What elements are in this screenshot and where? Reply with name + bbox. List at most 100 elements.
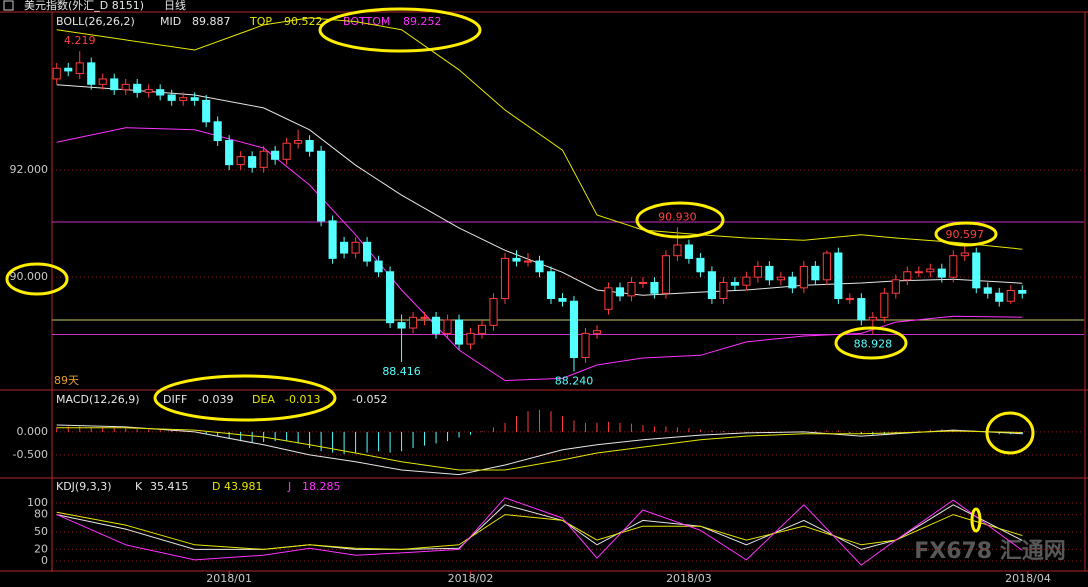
candle-body	[236, 156, 245, 166]
candle-body	[179, 97, 188, 101]
candle-body	[110, 78, 119, 91]
indicator-line	[56, 497, 1023, 566]
candle-body	[420, 316, 429, 319]
candle-body	[788, 276, 797, 289]
legend-value: 35.415	[150, 480, 189, 493]
indicator-line	[56, 427, 1023, 471]
candle-body	[294, 140, 303, 144]
candle-body	[305, 140, 314, 152]
indicator-line	[56, 424, 1023, 476]
extreme-label: 88.240	[555, 374, 594, 387]
candle-body	[914, 271, 923, 274]
candle-body	[995, 292, 1004, 302]
candle-body	[730, 281, 739, 286]
y-tick-label: 80	[34, 508, 48, 521]
candle-body	[328, 220, 337, 259]
legend-label: J	[287, 480, 291, 493]
candle-body	[834, 252, 843, 300]
indicator-line	[56, 17, 1023, 250]
y-tick-label: 20	[34, 542, 48, 555]
y-tick-label: 0	[41, 554, 48, 567]
highlight-ellipse	[834, 326, 908, 360]
indicator-line	[56, 84, 1023, 296]
candle-body	[638, 281, 648, 284]
legend-label: D	[212, 480, 220, 493]
legend-label: BOTTOM	[343, 15, 390, 28]
highlight-ellipse	[635, 201, 725, 239]
candle-body	[386, 271, 395, 324]
y-tick-label: 100	[27, 496, 48, 509]
watermark: FX678 汇通网	[914, 539, 1066, 564]
candle-body	[615, 287, 625, 297]
extreme-label: 88.928	[854, 338, 893, 351]
candle-body	[374, 260, 383, 273]
candle-body	[868, 316, 877, 321]
candle-body	[707, 271, 716, 300]
candle-body	[546, 271, 556, 300]
x-tick-label: 2018/02	[448, 572, 494, 585]
candle-body	[558, 298, 567, 302]
y-tick-label: 90.000	[10, 270, 49, 283]
candle-body	[409, 316, 418, 329]
candle-body	[684, 244, 693, 259]
candle-body	[466, 332, 475, 345]
legend-value: -0.013	[285, 393, 320, 406]
candle-body	[397, 322, 406, 329]
candle-body	[351, 241, 360, 254]
period-selector[interactable]: 日线	[164, 0, 186, 12]
candle-body	[811, 265, 820, 281]
candle-body	[75, 62, 84, 75]
candle-body	[248, 156, 257, 168]
candle-body	[363, 241, 372, 262]
candle-body	[454, 319, 464, 345]
candle-body	[845, 298, 854, 301]
y-tick-label: 50	[34, 525, 48, 538]
candle-body	[742, 276, 751, 286]
candle-body	[477, 324, 487, 334]
candle-body	[190, 97, 199, 101]
candle-body	[765, 265, 774, 281]
candle-body	[202, 99, 211, 123]
candle-body	[857, 298, 866, 321]
highlight-ellipse	[318, 7, 482, 53]
candle-body	[569, 300, 579, 358]
indicator-name: BOLL(26,26,2)	[56, 15, 135, 28]
candle-body	[1018, 290, 1027, 294]
candle-body	[776, 276, 785, 281]
x-tick-label: 2018/03	[666, 572, 712, 585]
highlight-ellipse	[985, 411, 1035, 455]
y-tick-label: 92.000	[10, 163, 49, 176]
candle-body	[627, 281, 636, 297]
candle-body	[340, 241, 349, 254]
candle-body	[64, 67, 73, 72]
legend-value: 89.252	[403, 15, 442, 28]
candle-body	[87, 62, 96, 85]
legend-label: K	[135, 480, 143, 493]
candle-body	[753, 265, 762, 278]
x-tick-label: 2018/04	[1005, 572, 1051, 585]
legend-value: 43.981	[224, 480, 263, 493]
candle-body	[512, 257, 521, 262]
candle-body	[500, 257, 510, 300]
highlight-ellipse	[153, 374, 337, 422]
highlight-ellipse	[5, 262, 69, 296]
candle-body	[949, 255, 958, 278]
candle-body	[133, 83, 142, 93]
legend-value: -0.039	[198, 393, 233, 406]
y-tick-label: 0.000	[17, 425, 49, 438]
instrument-title: 美元指数(外汇_D 8151)	[24, 0, 144, 12]
candle-body	[271, 150, 280, 160]
indicator-name: KDJ(9,3,3)	[56, 480, 112, 493]
candle-body	[535, 260, 544, 273]
candle-body	[604, 287, 613, 310]
candle-body	[891, 279, 900, 294]
candle-body	[650, 281, 659, 294]
candle-body	[156, 89, 165, 96]
candle-body	[431, 316, 441, 334]
legend-value: 90.522	[284, 15, 323, 28]
candle-body	[880, 292, 889, 318]
candle-body	[121, 83, 130, 91]
legend-label: MID	[160, 15, 181, 28]
candle-body	[960, 252, 969, 257]
